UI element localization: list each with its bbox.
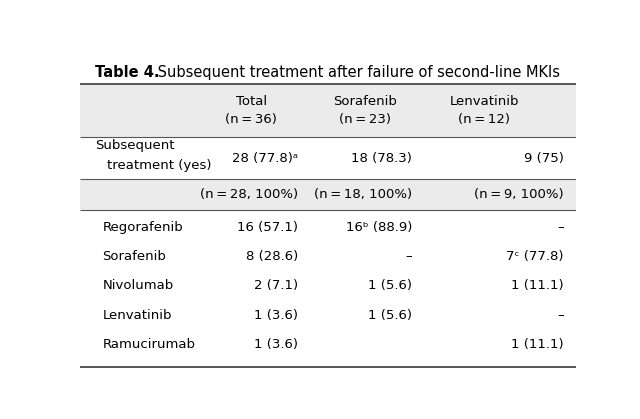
- Bar: [80, 84, 576, 137]
- Text: 8 (28.6): 8 (28.6): [246, 250, 298, 263]
- Text: 1 (3.6): 1 (3.6): [254, 309, 298, 322]
- Text: (n = 9, 100%): (n = 9, 100%): [474, 188, 564, 201]
- Text: treatment (yes): treatment (yes): [108, 159, 212, 172]
- Text: Lenvatinib: Lenvatinib: [449, 95, 519, 108]
- Text: (n = 36): (n = 36): [225, 113, 277, 126]
- Bar: [80, 179, 576, 210]
- Text: –: –: [557, 221, 564, 234]
- Text: Ramucirumab: Ramucirumab: [102, 338, 195, 351]
- Text: –: –: [557, 309, 564, 322]
- Text: 1 (5.6): 1 (5.6): [369, 309, 412, 322]
- Text: 1 (5.6): 1 (5.6): [369, 279, 412, 292]
- Text: 1 (11.1): 1 (11.1): [511, 338, 564, 351]
- Text: Lenvatinib: Lenvatinib: [102, 309, 172, 322]
- Text: Sorafenib: Sorafenib: [102, 250, 166, 263]
- Text: 1 (11.1): 1 (11.1): [511, 279, 564, 292]
- Text: 9 (75): 9 (75): [524, 152, 564, 165]
- Text: Table 4.: Table 4.: [95, 65, 159, 80]
- Text: (n = 28, 100%): (n = 28, 100%): [200, 188, 298, 201]
- Text: Total: Total: [236, 95, 267, 108]
- Text: Nivolumab: Nivolumab: [102, 279, 173, 292]
- Text: (n = 12): (n = 12): [458, 113, 510, 126]
- Text: Sorafenib: Sorafenib: [333, 95, 397, 108]
- Text: 2 (7.1): 2 (7.1): [254, 279, 298, 292]
- Text: Subsequent treatment after failure of second-line MKIs: Subsequent treatment after failure of se…: [154, 65, 561, 80]
- Text: Regorafenib: Regorafenib: [102, 221, 183, 234]
- Text: –: –: [406, 250, 412, 263]
- Text: (n = 23): (n = 23): [339, 113, 391, 126]
- Text: Subsequent: Subsequent: [95, 139, 174, 152]
- Text: 18 (78.3): 18 (78.3): [351, 152, 412, 165]
- Text: 1 (3.6): 1 (3.6): [254, 338, 298, 351]
- Text: 28 (77.8)ᵃ: 28 (77.8)ᵃ: [232, 152, 298, 165]
- Text: 7ᶜ (77.8): 7ᶜ (77.8): [506, 250, 564, 263]
- Text: 16ᵇ (88.9): 16ᵇ (88.9): [346, 221, 412, 234]
- Text: (n = 18, 100%): (n = 18, 100%): [314, 188, 412, 201]
- Text: 16 (57.1): 16 (57.1): [237, 221, 298, 234]
